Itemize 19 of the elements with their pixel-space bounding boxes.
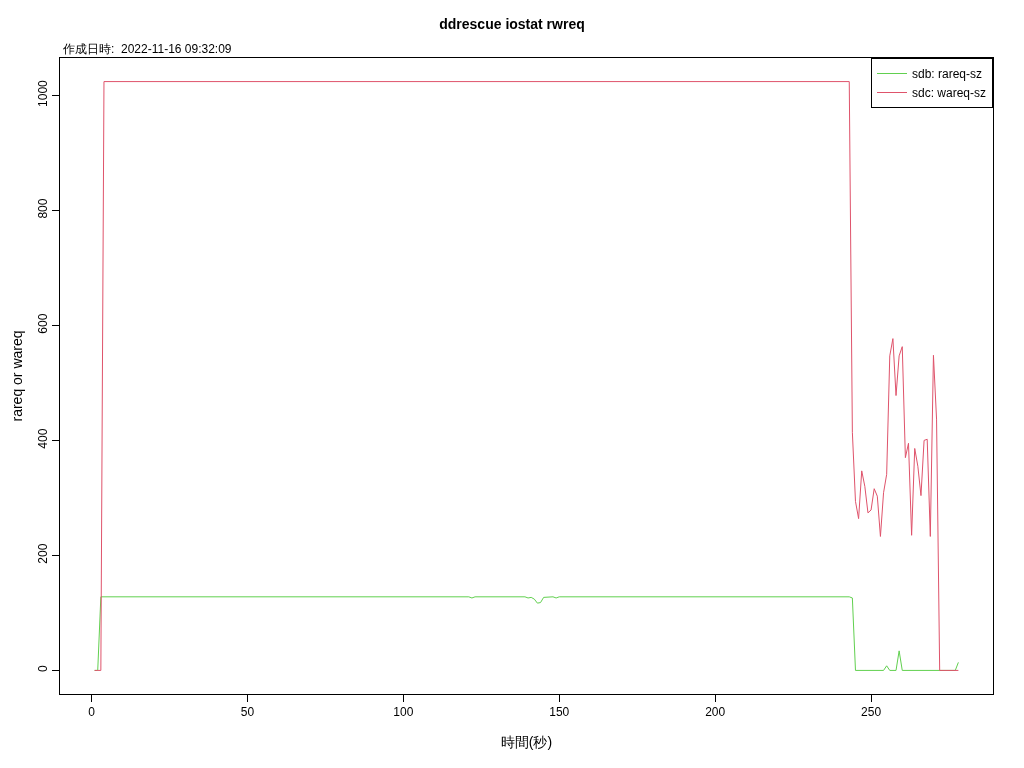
text: 作成日時: 2022-11-16 09:32:09 xyxy=(62,42,232,56)
x-tick-label: 200 xyxy=(705,705,726,720)
y-tick-label: 400 xyxy=(36,428,51,449)
y-tick-label: 1000 xyxy=(36,79,51,107)
x-tick-label: 50 xyxy=(240,705,255,720)
x-tick-label: 0 xyxy=(88,705,96,720)
y-tick-label: 200 xyxy=(36,543,51,564)
line-series xyxy=(94,596,959,671)
legend-label: sdb: rareq-sz xyxy=(912,67,983,82)
y-tick-label: 600 xyxy=(36,313,51,334)
x-axis-title: 時間(秒) xyxy=(500,733,553,750)
y-tick-label: 0 xyxy=(36,664,51,672)
x-tick-label: 100 xyxy=(393,705,414,720)
legend-label: sdc: wareq-sz xyxy=(912,86,987,101)
x-tick-label: 250 xyxy=(861,705,882,720)
x-tick-label: 150 xyxy=(549,705,570,720)
y-tick-label: 800 xyxy=(36,198,51,219)
y-axis-title: rareq or wareq xyxy=(8,330,25,422)
chart-title: ddrescue iostat rwreq xyxy=(439,16,585,32)
